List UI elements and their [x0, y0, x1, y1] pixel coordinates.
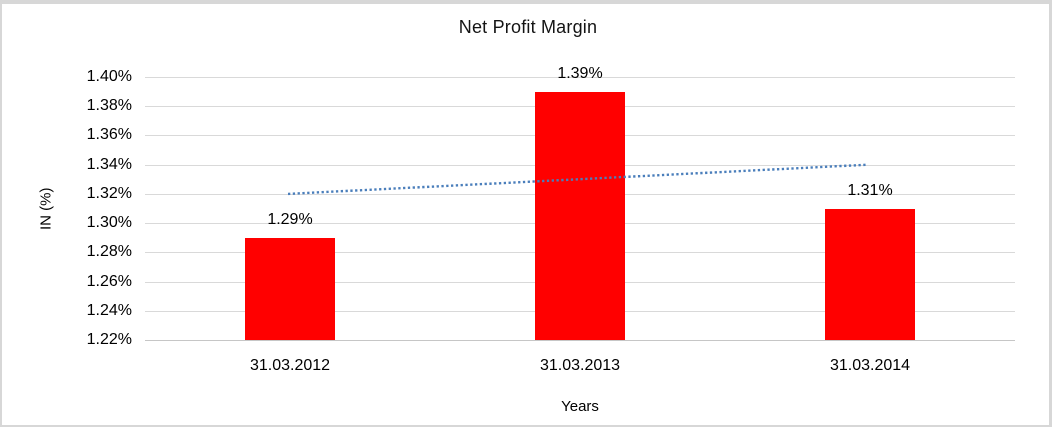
- trendline-path: [287, 163, 869, 196]
- y-tick-label: 1.34%: [86, 155, 132, 173]
- plot-area: 1.29% 1.39% 1.31%: [145, 65, 1015, 341]
- gridline: [145, 77, 1015, 78]
- bar: [535, 91, 625, 340]
- bar-data-label: 1.31%: [847, 181, 893, 199]
- bar: [825, 208, 915, 340]
- y-tick-label: 1.30%: [86, 214, 132, 232]
- bar: [245, 237, 335, 340]
- x-category-label: 31.03.2012: [249, 357, 331, 374]
- x-category-label: 31.03.2013: [539, 357, 621, 374]
- x-axis-line: [145, 340, 1015, 341]
- y-tick-label: 1.32%: [86, 184, 132, 202]
- y-tick-label: 1.26%: [86, 272, 132, 290]
- trendline: [287, 163, 869, 196]
- chart-title: Net Profit Margin: [458, 17, 598, 37]
- x-axis-title: Years: [561, 398, 599, 415]
- y-tick-label: 1.22%: [86, 331, 132, 348]
- y-tick-label: 1.24%: [86, 301, 132, 319]
- y-tick-label: 1.28%: [86, 243, 132, 261]
- bar-data-label: 1.29%: [267, 210, 313, 228]
- y-axis-title: IN (%): [37, 187, 55, 230]
- bar-data-label: 1.39%: [557, 64, 603, 82]
- y-tick-label: 1.38%: [86, 97, 132, 115]
- x-category-label: 31.03.2014: [829, 357, 911, 374]
- y-tick-label: 1.36%: [86, 126, 132, 144]
- y-tick-label: 1.40%: [86, 68, 132, 85]
